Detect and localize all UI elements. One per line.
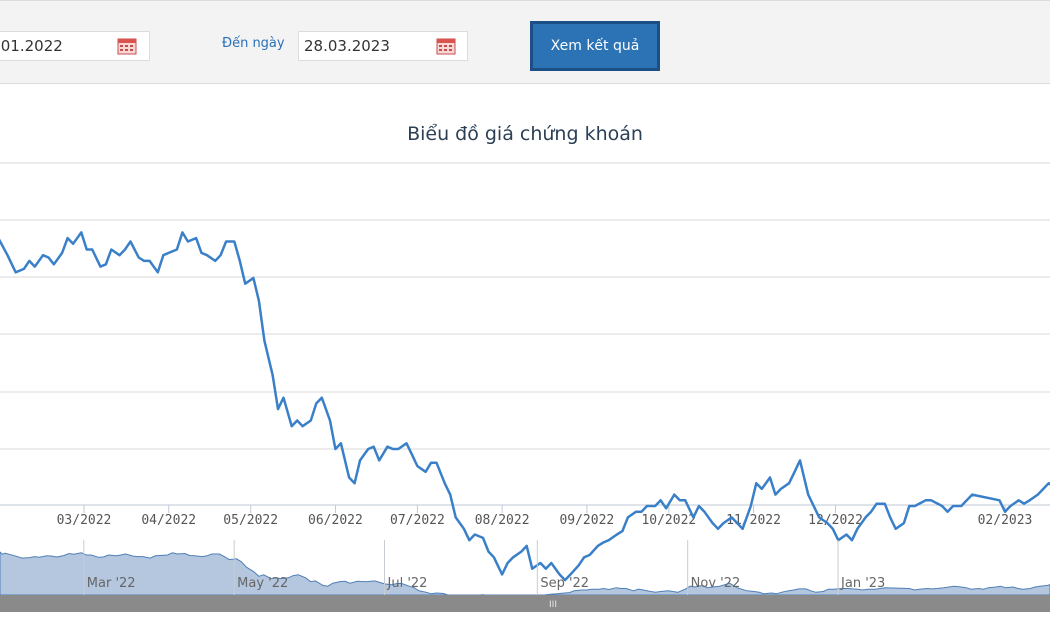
navigator-tick-label: May '22 bbox=[237, 576, 288, 591]
chart-grid bbox=[0, 162, 1050, 506]
x-tick-label: 09/2022 bbox=[559, 513, 614, 528]
x-tick-label: 06/2022 bbox=[308, 513, 363, 528]
navigator-tick-label: Mar '22 bbox=[87, 576, 136, 591]
view-results-button[interactable]: Xem kết quả bbox=[530, 21, 660, 71]
x-tick-label: 02/2023 bbox=[978, 513, 1033, 528]
to-date-value: 28.03.2023 bbox=[304, 37, 390, 55]
navigator-tick-label: Jan '23 bbox=[840, 576, 885, 591]
x-tick-label: 05/2022 bbox=[223, 513, 278, 528]
x-tick-label: 04/2022 bbox=[141, 513, 196, 528]
from-date-value: .01.2022 bbox=[0, 37, 63, 55]
x-tick-label: 03/2022 bbox=[57, 513, 112, 528]
navigator-scrollbar[interactable] bbox=[0, 595, 1050, 612]
to-date-label: Đến ngày bbox=[222, 36, 285, 51]
x-tick-label: 12/2022 bbox=[808, 513, 863, 528]
filter-bar: .01.2022 Đến ngày 28.03.2023 Xem kết quả bbox=[0, 0, 1050, 84]
x-tick-label: 10/2022 bbox=[641, 513, 696, 528]
navigator-tick-label: Nov '22 bbox=[691, 576, 741, 591]
price-series-line bbox=[0, 231, 1050, 582]
to-date-input[interactable]: 28.03.2023 bbox=[298, 31, 468, 61]
scrollbar-grip[interactable]: III bbox=[549, 600, 557, 610]
navigator-series-area bbox=[0, 551, 1050, 600]
x-axis: 03/2022 04/2022 05/2022 06/2022 07/2022 08/20… bbox=[57, 505, 1033, 528]
navigator-tick-label: Jul '22 bbox=[387, 576, 428, 591]
range-navigator[interactable]: Mar '22 May '22 Jul '22 Sep '22 Nov '22 Jan '… bbox=[0, 540, 1050, 612]
from-date-input[interactable]: .01.2022 bbox=[0, 31, 150, 61]
x-tick-label: 07/2022 bbox=[390, 513, 445, 528]
chart-title: Biểu đồ giá chứng khoán bbox=[407, 123, 643, 145]
calendar-icon[interactable] bbox=[117, 37, 137, 55]
x-tick-label: 08/2022 bbox=[475, 513, 530, 528]
calendar-icon[interactable] bbox=[436, 37, 456, 55]
navigator-tick-label: Sep '22 bbox=[540, 576, 589, 591]
